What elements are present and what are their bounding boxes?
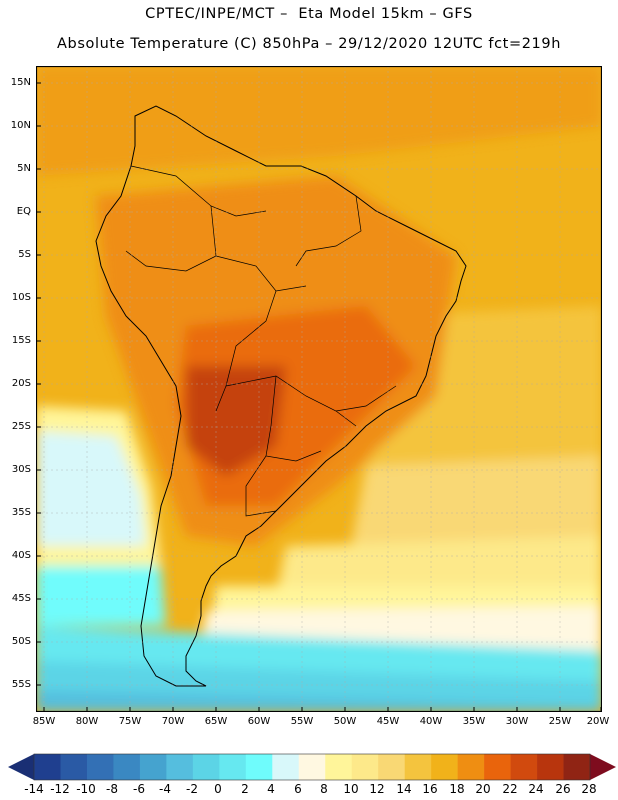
colorbar-label: -14: [24, 782, 44, 796]
colorbar-label: 8: [320, 782, 328, 796]
colorbar-label: -10: [76, 782, 96, 796]
colorbar-label: -2: [186, 782, 198, 796]
country-borders: [125, 165, 397, 517]
lat-label: 30S: [11, 464, 31, 475]
title-line-1: CPTEC/INPE/MCT – Eta Model 15km – GFS: [145, 6, 473, 22]
lat-label: 40S: [11, 550, 31, 561]
colorbar-cell: [351, 754, 379, 780]
lon-label: 45W: [376, 716, 400, 727]
colorbar-label: 2: [241, 782, 249, 796]
axis-ticks: [36, 82, 602, 712]
lon-label: 75W: [118, 716, 142, 727]
colorbar-label: 24: [528, 782, 544, 796]
colorbar-cell: [325, 754, 353, 780]
colorbar-cell: [298, 754, 326, 780]
colorbar-cell: [192, 754, 220, 780]
lat-label: 5S: [18, 249, 31, 260]
colorbar-label: -6: [133, 782, 145, 796]
lat-label: 55S: [11, 679, 31, 690]
colorbar-cell: [457, 754, 485, 780]
colorbar-cell: [139, 754, 167, 780]
lon-label: 20W: [586, 716, 610, 727]
colorbar-cell: [404, 754, 432, 780]
temperature-band-20-north: [36, 66, 602, 176]
colorbar-label: 16: [422, 782, 438, 796]
colorbar-label: 20: [475, 782, 491, 796]
colorbar-label: 26: [555, 782, 571, 796]
colorbar-label: 4: [267, 782, 275, 796]
colorbar-cell: [219, 754, 247, 780]
lon-label: 55W: [290, 716, 314, 727]
map-frame: [36, 66, 602, 712]
temperature-band-24-land: [186, 366, 286, 476]
colorbar-cell: [510, 754, 538, 780]
lat-label: 10N: [10, 120, 31, 131]
lon-label: 70W: [161, 716, 185, 727]
graticule: [36, 66, 602, 712]
lat-label: 45S: [11, 593, 31, 604]
lon-label: 30W: [505, 716, 529, 727]
lat-label: 15S: [11, 335, 31, 346]
colorbar-cell: [431, 754, 458, 780]
lat-label: 10S: [11, 292, 31, 303]
colorbar-label: 28: [581, 782, 597, 796]
colorbar-cell: [563, 754, 591, 780]
color-scale-bar: [8, 753, 616, 781]
lat-label: 35S: [11, 507, 31, 518]
colorbar-label: 6: [294, 782, 302, 796]
colorbar-cell: [34, 754, 61, 780]
colorbar-label: 14: [396, 782, 412, 796]
colorbar-low-arrow: [8, 754, 34, 780]
lon-label: 25W: [548, 716, 572, 727]
title-line-2: Absolute Temperature (C) 850hPa – 29/12/…: [57, 36, 561, 52]
lat-label: EQ: [16, 206, 31, 217]
lat-label: 15N: [10, 77, 31, 88]
colorbar-high-arrow: [590, 754, 616, 780]
colorbar-cell: [272, 754, 300, 780]
lat-label: 25S: [11, 421, 31, 432]
colorbar-cell: [60, 754, 88, 780]
colorbar-label: 22: [502, 782, 518, 796]
lat-label: 5N: [17, 163, 31, 174]
colorbar-cell: [113, 754, 141, 780]
colorbar-cell: [166, 754, 194, 780]
lat-label: 50S: [11, 636, 31, 647]
temperature-band-2-west: [36, 431, 146, 546]
lon-label: 80W: [75, 716, 99, 727]
temperature-map: [36, 66, 602, 712]
colorbar-label: -8: [106, 782, 118, 796]
temperature-band-0: [36, 691, 602, 712]
lon-label: 60W: [247, 716, 271, 727]
colorbar-label: 18: [449, 782, 465, 796]
lat-label: 20S: [11, 378, 31, 389]
colorbar-outline: [33, 753, 591, 781]
colorbar-cell: [537, 754, 564, 780]
lon-label: 40W: [419, 716, 443, 727]
colorbar-label: -4: [159, 782, 171, 796]
colorbar-label: 12: [369, 782, 385, 796]
temperature-band-4-west: [36, 566, 166, 626]
colorbar-cell: [378, 754, 405, 780]
lon-label: 35W: [462, 716, 486, 727]
colorbar-cell: [86, 754, 114, 780]
lon-label: 65W: [204, 716, 228, 727]
colorbar-label: 0: [214, 782, 222, 796]
colorbar-cell: [484, 754, 511, 780]
colorbar-label: 10: [343, 782, 359, 796]
colorbar-label: -12: [50, 782, 70, 796]
colorbar-cell: [245, 754, 273, 780]
lon-label: 50W: [333, 716, 357, 727]
lon-label: 85W: [32, 716, 56, 727]
